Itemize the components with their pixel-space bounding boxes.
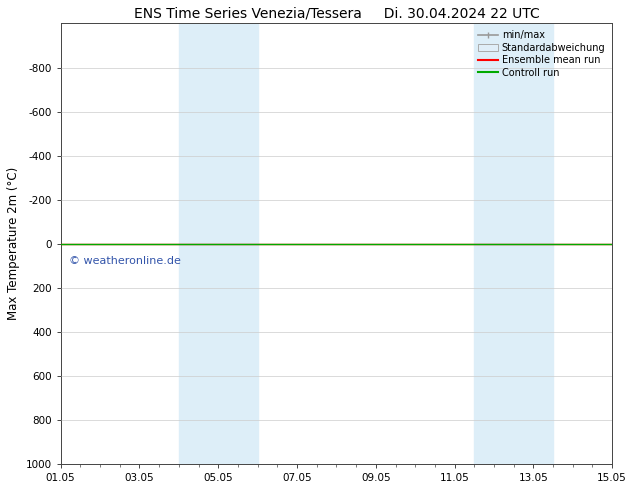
Bar bbox=[179, 24, 257, 464]
Legend: min/max, Standardabweichung, Ensemble mean run, Controll run: min/max, Standardabweichung, Ensemble me… bbox=[477, 28, 607, 79]
Bar bbox=[474, 24, 553, 464]
Title: ENS Time Series Venezia/Tessera     Di. 30.04.2024 22 UTC: ENS Time Series Venezia/Tessera Di. 30.0… bbox=[134, 7, 540, 21]
Text: © weatheronline.de: © weatheronline.de bbox=[69, 256, 181, 267]
Y-axis label: Max Temperature 2m (°C): Max Temperature 2m (°C) bbox=[7, 167, 20, 320]
